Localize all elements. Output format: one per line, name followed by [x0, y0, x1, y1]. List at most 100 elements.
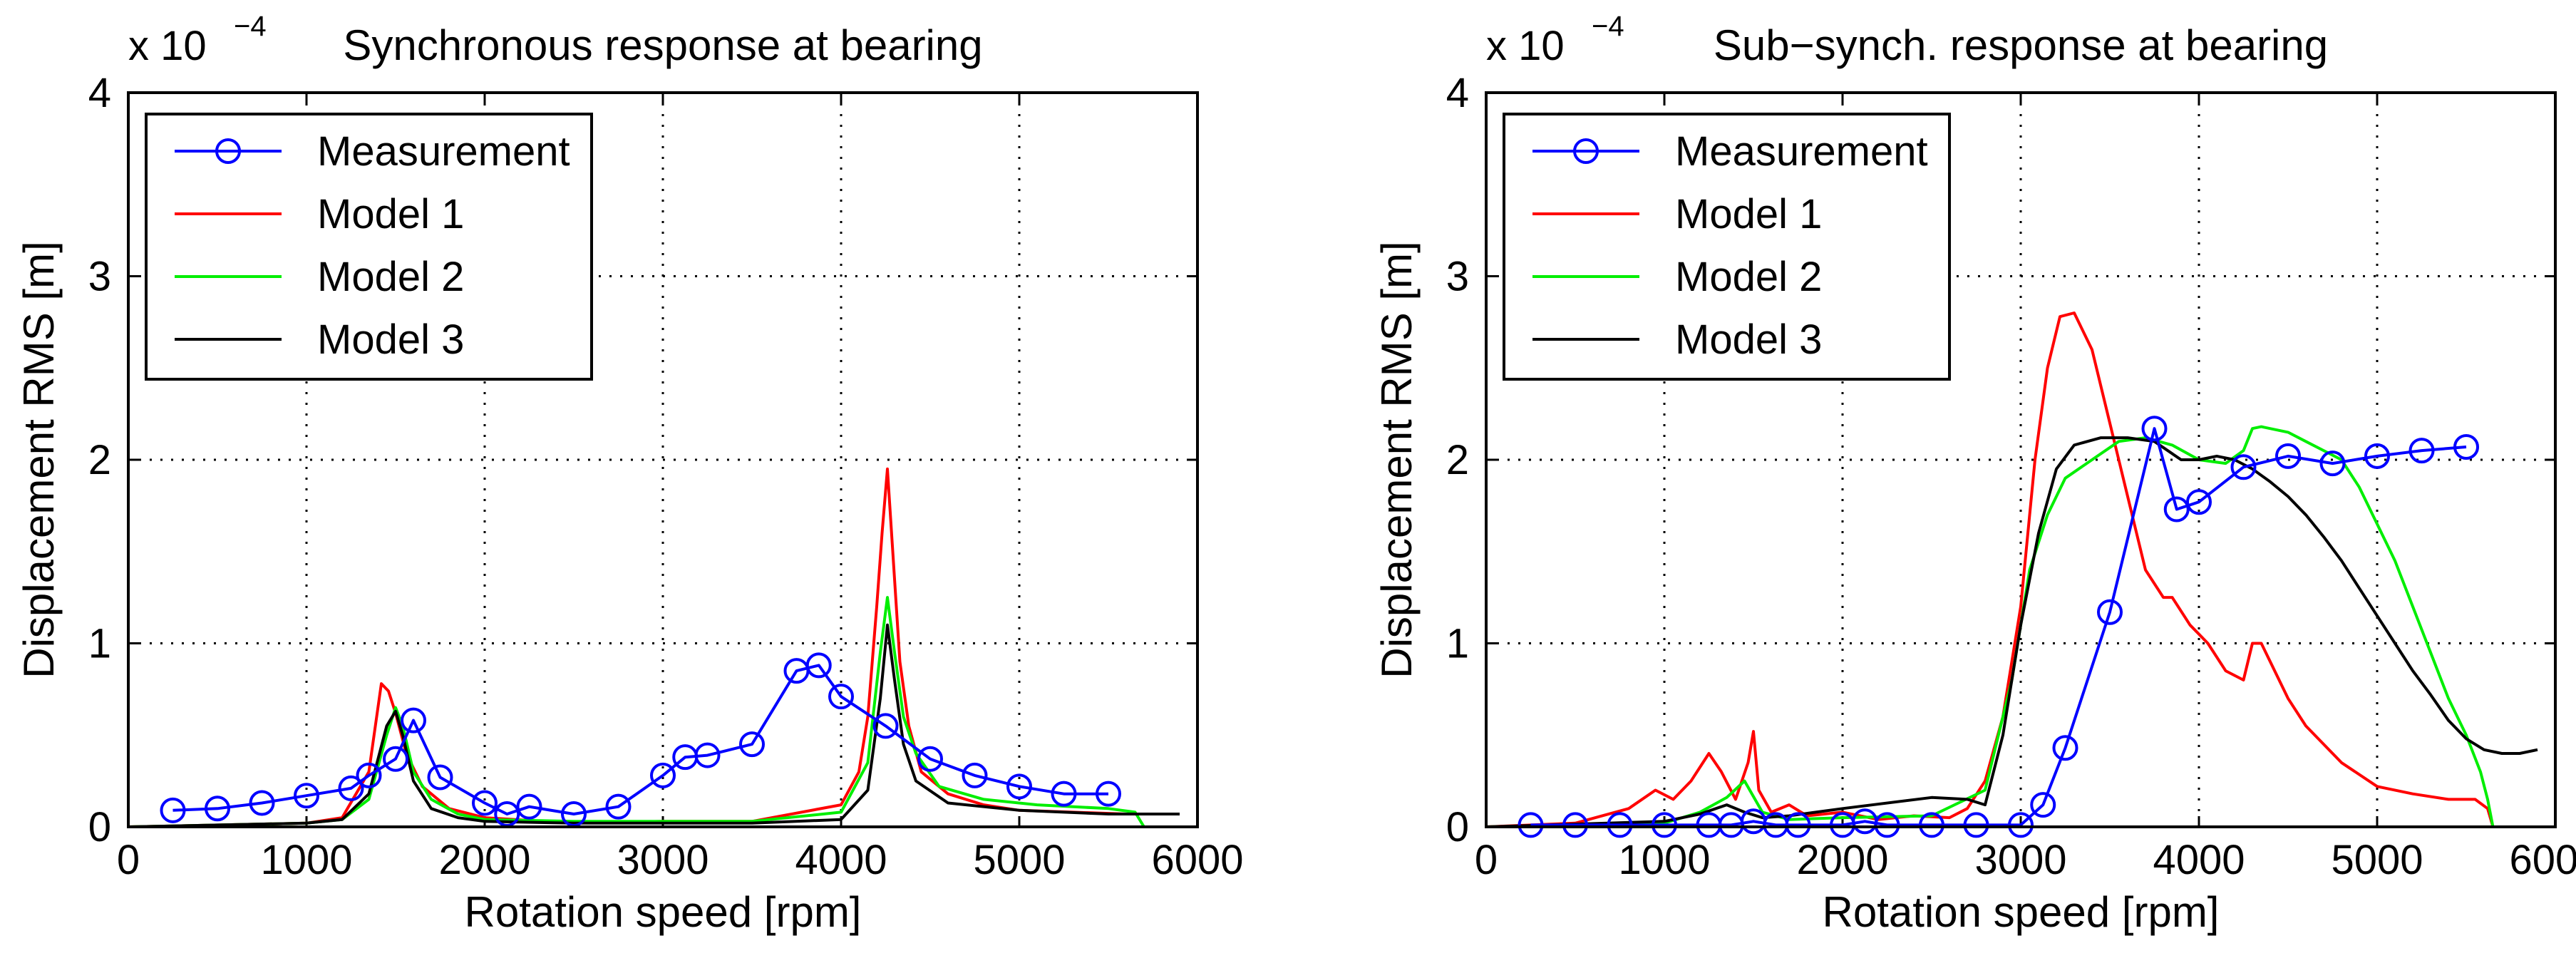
chart2-measurement-point: [2364, 443, 2390, 469]
chart2-measurement-point: [2052, 735, 2078, 761]
chart2-legend-label-model-2: Model 2: [1675, 254, 1822, 300]
chart1-exponent-power: −4: [234, 11, 267, 42]
chart1-measurement-point: [872, 713, 899, 739]
chart2-measurement-point: [2408, 438, 2435, 464]
chart2-ytick-label: 0: [1446, 804, 1469, 850]
chart1-measurement-point: [1006, 773, 1032, 800]
chart2-ytick-label: 4: [1446, 70, 1469, 116]
chart1-measurement-point: [356, 762, 382, 788]
chart1-xlabel: Rotation speed [rpm]: [465, 888, 862, 936]
chart2-measurement-point: [1562, 812, 1588, 838]
chart1-measurement-point: [739, 731, 765, 758]
chart2-measurement-point: [1652, 812, 1677, 838]
chart2-measurement-point: [1518, 812, 1544, 838]
chart1-legend-label-model-2: Model 2: [317, 254, 464, 300]
chart2-xtick-label: 2000: [1796, 837, 1888, 883]
chart1-xtick-label: 2000: [438, 837, 530, 883]
chart2: 0 1000 2000 3000 4000 5000 6000 0 1 2 3 4 Sub−synch.…: [1373, 11, 2576, 936]
chart1-legend-label-model-1: Model 1: [317, 191, 464, 237]
chart1-series-measurement: [172, 664, 1108, 815]
chart1-measurement-point: [294, 783, 319, 809]
chart1-ylabel: Displacement RMS [m]: [15, 241, 63, 678]
chart1-measurement-point: [516, 793, 542, 820]
chart2-measurement-point: [2008, 812, 2034, 838]
chart2-measurement-point: [2230, 454, 2257, 480]
chart2-legend-label-model-3: Model 3: [1675, 316, 1822, 363]
chart2-legend-label-measurement: Measurement: [1675, 128, 1928, 175]
chart2-measurement-point: [2097, 599, 2123, 625]
chart1-axes-frame: [127, 91, 1199, 828]
chart2-title: Sub−synch. response at bearing: [1714, 21, 2328, 69]
chart1-ytick-label: 2: [88, 437, 111, 483]
chart1-measurement-point: [249, 790, 275, 816]
chart2-measurement-point: [2030, 792, 2056, 818]
chart1-measurement-point: [805, 652, 832, 679]
chart2-measurement-point: [1874, 812, 1900, 838]
chart1-ytick-label: 1: [88, 621, 111, 667]
chart1-series-group: [128, 467, 1180, 827]
chart1-legend: Measurement Model 1 Model 2 Model 3: [145, 113, 593, 381]
chart1-measurement-point: [401, 707, 426, 733]
chart2-measurement-point: [2186, 489, 2212, 515]
chart1-ytick-label: 3: [88, 254, 111, 300]
chart1-xtick-label: 1000: [260, 837, 352, 883]
chart2-measurement-point: [1607, 812, 1633, 838]
chart1-measurement-point: [205, 795, 230, 822]
chart2-measurement-point: [2453, 433, 2479, 460]
chart2-xtick-label: 0: [1475, 837, 1498, 883]
chart2-series-model-2: [1486, 425, 2495, 827]
chart2-series-model-1: [1486, 311, 2495, 827]
chart2-exponent-power: −4: [1592, 11, 1624, 42]
chart1-legend-marker-measurement: [215, 138, 241, 164]
chart1-measurement-point: [917, 746, 943, 772]
chart1-title: Synchronous response at bearing: [343, 21, 982, 69]
chart2-legend-label-model-1: Model 1: [1675, 191, 1822, 237]
chart1-measurement-point: [494, 800, 520, 827]
chart2-measurement-point: [1785, 812, 1811, 838]
chart1-ytick-label: 4: [88, 70, 111, 116]
chart1-measurement-point: [561, 800, 587, 827]
chart2-legend-marker-measurement: [1573, 138, 1599, 164]
chart2-exponent-label: x 10: [1486, 23, 1565, 69]
chart1-legend-label-model-3: Model 3: [317, 316, 464, 363]
chart2-xtick-label: 5000: [2331, 837, 2423, 883]
chart2-ytick-label: 2: [1446, 437, 1469, 483]
chart1-measurement-point: [472, 790, 498, 816]
chart1-measurement-point: [1096, 781, 1121, 807]
chart2-measurement-point: [2163, 496, 2190, 522]
chart2-measurement-point: [2319, 450, 2346, 477]
chart1-measurement-point: [650, 762, 676, 788]
chart2-measurement-point: [2275, 443, 2301, 469]
chart2-measurement-point: [1919, 812, 1944, 838]
chart2-xtick-label: 3000: [1974, 837, 2066, 883]
chart1-measurement-point: [605, 793, 632, 820]
chart2-series-measurement: [1530, 427, 2467, 827]
chart2-axes-frame: [1485, 91, 2557, 828]
chart1-measurement-point: [694, 742, 721, 768]
chart1-measurement-point: [338, 775, 364, 801]
chart2-legend: Measurement Model 1 Model 2 Model 3: [1503, 113, 1951, 381]
chart2-xlabel: Rotation speed [rpm]: [1823, 888, 2220, 936]
chart2-ytick-label: 1: [1446, 621, 1469, 667]
chart1-xtick-label: 4000: [795, 837, 887, 883]
chart1-series-model-3: [128, 623, 1180, 827]
chart1-measurement-point: [383, 746, 408, 772]
chart2-ylabel: Displacement RMS [m]: [1373, 241, 1421, 678]
chart1-measurement-point: [828, 684, 854, 710]
chart1-xtick-label: 0: [117, 837, 140, 883]
chart1-legend-label-measurement: Measurement: [317, 128, 570, 175]
chart2-xtick-label: 1000: [1618, 837, 1710, 883]
chart2-xtick-label: 4000: [2153, 837, 2245, 883]
chart2-ytick-label: 3: [1446, 254, 1469, 300]
chart1-measurement-point: [427, 764, 453, 791]
chart1-xtick-label: 5000: [973, 837, 1065, 883]
chart2-measurement-point: [1963, 812, 1989, 838]
chart1-xtick-label: 3000: [617, 837, 709, 883]
chart1-series-model-2: [128, 596, 1145, 827]
chart1-measurement-point: [160, 797, 186, 823]
chart2-series-group: [1486, 311, 2538, 827]
chart1-measurement-point: [962, 762, 988, 788]
chart1-exponent-label: x 10: [128, 23, 207, 69]
chart1-xtick-label: 6000: [1151, 837, 1243, 883]
